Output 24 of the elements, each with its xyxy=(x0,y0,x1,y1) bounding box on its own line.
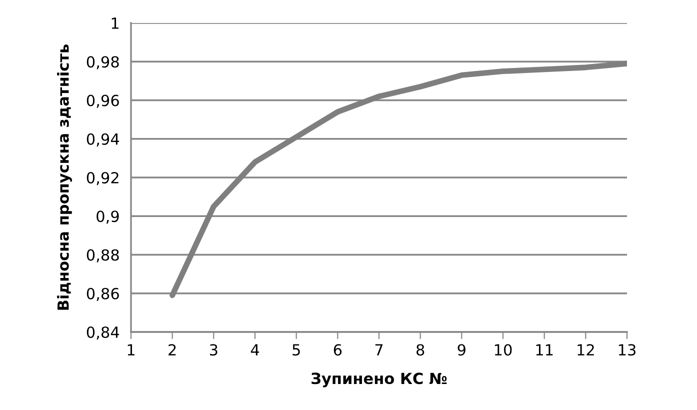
y-tick-label: 0,94 xyxy=(86,133,120,146)
y-tick-label: 0,88 xyxy=(86,249,119,262)
y-axis-title: Відносна пропускна здатність xyxy=(57,44,72,310)
x-tick-label: 12 xyxy=(578,344,594,356)
y-tick-label: 1 xyxy=(112,18,118,29)
x-tick-label: 8 xyxy=(416,344,424,356)
y-tick-label: 0,96 xyxy=(86,94,119,108)
x-tick-label: 1 xyxy=(128,344,134,356)
x-tick-label: 5 xyxy=(292,344,300,356)
y-tick-label: 0,86 xyxy=(86,288,119,301)
y-tick-label: 0,9 xyxy=(96,210,119,224)
x-tick-label: 10 xyxy=(494,344,512,356)
x-tick-label: 13 xyxy=(618,344,636,356)
x-tick-label: 6 xyxy=(334,344,342,356)
x-tick-label: 11 xyxy=(536,344,553,356)
x-tick-label: 3 xyxy=(210,344,218,356)
x-axis-title: Зупинено КС № xyxy=(312,372,447,388)
y-tick-label: 0,84 xyxy=(86,326,120,340)
y-tick-label: 0,98 xyxy=(86,56,119,70)
x-tick-label: 7 xyxy=(375,344,383,356)
x-tick-label: 4 xyxy=(250,344,260,356)
y-tick-label: 0,92 xyxy=(86,172,118,186)
x-tick-label: 2 xyxy=(168,344,176,356)
x-tick-label: 9 xyxy=(458,344,466,356)
